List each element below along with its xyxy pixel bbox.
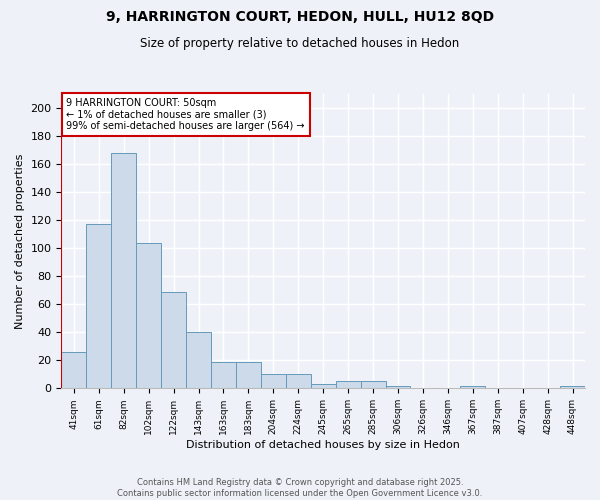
X-axis label: Distribution of detached houses by size in Hedon: Distribution of detached houses by size … <box>186 440 460 450</box>
Bar <box>236 362 261 388</box>
Y-axis label: Number of detached properties: Number of detached properties <box>15 154 25 329</box>
Bar <box>311 384 335 388</box>
Bar <box>211 362 236 388</box>
Bar <box>286 374 311 388</box>
Bar <box>560 386 585 388</box>
Bar <box>111 153 136 388</box>
Text: Contains HM Land Registry data © Crown copyright and database right 2025.
Contai: Contains HM Land Registry data © Crown c… <box>118 478 482 498</box>
Bar <box>386 386 410 388</box>
Bar <box>136 242 161 388</box>
Bar <box>460 386 485 388</box>
Bar <box>86 224 111 388</box>
Bar <box>335 382 361 388</box>
Text: 9, HARRINGTON COURT, HEDON, HULL, HU12 8QD: 9, HARRINGTON COURT, HEDON, HULL, HU12 8… <box>106 10 494 24</box>
Bar <box>161 292 186 388</box>
Text: Size of property relative to detached houses in Hedon: Size of property relative to detached ho… <box>140 38 460 51</box>
Bar <box>61 352 86 389</box>
Bar <box>261 374 286 388</box>
Bar <box>361 382 386 388</box>
Text: 9 HARRINGTON COURT: 50sqm
← 1% of detached houses are smaller (3)
99% of semi-de: 9 HARRINGTON COURT: 50sqm ← 1% of detach… <box>67 98 305 132</box>
Bar <box>186 332 211 388</box>
